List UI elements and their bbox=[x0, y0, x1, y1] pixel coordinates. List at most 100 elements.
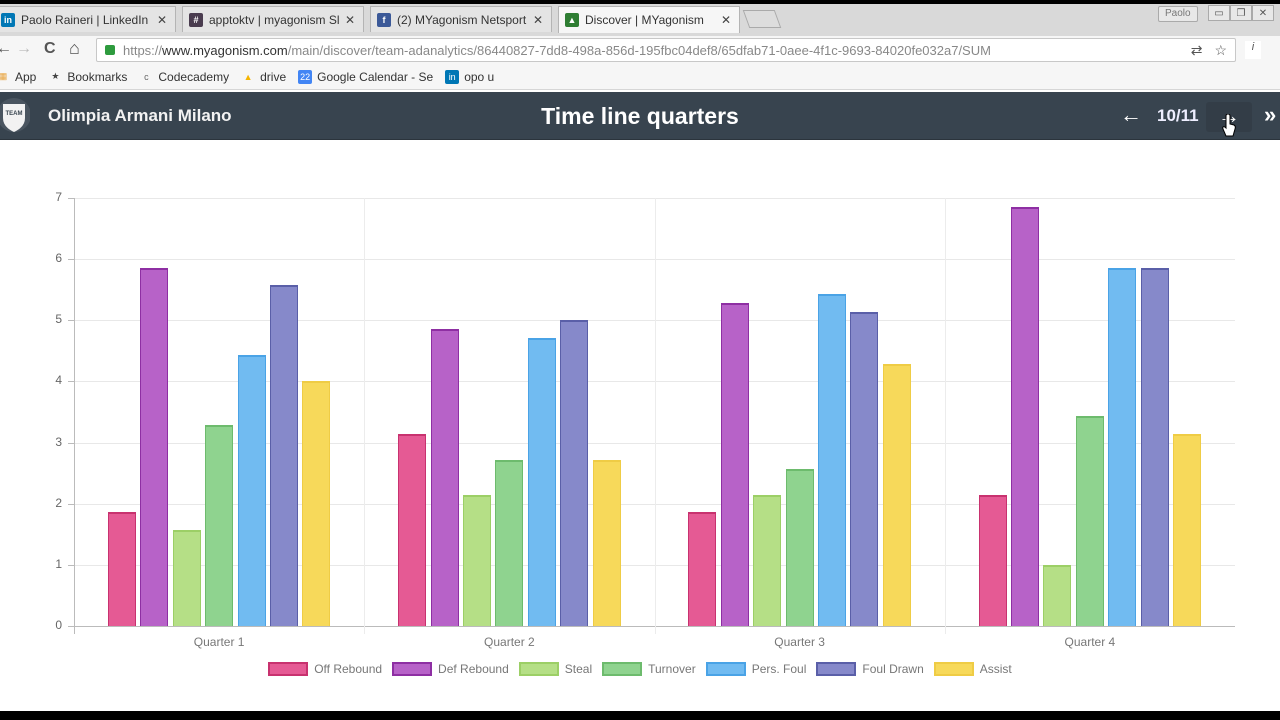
tab-close-icon[interactable]: ✕ bbox=[156, 12, 167, 27]
browser-tab[interactable]: in Paolo Raineri | LinkedIn ✕ bbox=[0, 6, 176, 32]
codecademy-icon: c bbox=[144, 71, 149, 82]
bookmark-item[interactable]: ★ Bookmarks bbox=[48, 70, 127, 84]
legend-item[interactable]: Def Rebound bbox=[392, 662, 509, 676]
bar-steal-q4[interactable] bbox=[1043, 564, 1072, 626]
bar-turnover-q2[interactable] bbox=[495, 460, 524, 626]
facebook-icon: f bbox=[377, 12, 391, 27]
profile-button[interactable]: Paolo bbox=[1158, 6, 1198, 22]
tab-close-icon[interactable]: ✕ bbox=[344, 12, 355, 27]
drive-icon: ▲ bbox=[243, 71, 253, 82]
y-tick-mark bbox=[68, 503, 74, 505]
calendar-icon: 22 bbox=[298, 69, 313, 84]
chart-legend: Off Rebound Def Rebound Steal Turnover Pers.… bbox=[0, 662, 1280, 676]
bookmark-label: Codecademy bbox=[158, 69, 230, 84]
extension-button[interactable]: i bbox=[1245, 41, 1261, 59]
bookmark-star-icon[interactable]: ☆ bbox=[1214, 42, 1227, 58]
legend-item[interactable]: Pers. Foul bbox=[705, 662, 806, 676]
bar-turnover-q3[interactable] bbox=[785, 468, 814, 626]
bar-assist-q2[interactable] bbox=[592, 460, 621, 626]
y-tick-label: 2 bbox=[55, 495, 62, 510]
window-controls: ▭ ❐ ✕ bbox=[1208, 5, 1274, 21]
bookmark-label: App bbox=[15, 69, 37, 84]
y-tick-label: 1 bbox=[55, 556, 62, 571]
last-page-button[interactable]: » bbox=[1264, 102, 1277, 127]
browser-tab[interactable]: f (2) MYagonism Netsport ✕ bbox=[370, 6, 552, 32]
vertical-gridline bbox=[364, 198, 366, 634]
legend-item[interactable]: Foul Drawn bbox=[816, 662, 924, 676]
lock-icon bbox=[105, 45, 115, 55]
browser-tab[interactable]: ▲ Discover | MYagonism ✕ bbox=[558, 6, 740, 33]
bar-pers-foul-q2[interactable] bbox=[527, 338, 556, 626]
bar-turnover-q1[interactable] bbox=[205, 424, 234, 626]
bar-def-rebound-q4[interactable] bbox=[1011, 206, 1040, 626]
legend-item[interactable]: Steal bbox=[518, 662, 592, 676]
linkedin-icon: in bbox=[445, 69, 460, 84]
back-button[interactable]: ← bbox=[0, 40, 12, 57]
browser-titlebar: in Paolo Raineri | LinkedIn ✕ # apptoktv | m… bbox=[0, 0, 1280, 36]
y-tick-mark bbox=[68, 442, 74, 444]
x-category-label: Quarter 3 bbox=[774, 635, 825, 649]
bar-off-rebound-q2[interactable] bbox=[398, 434, 427, 626]
bookmark-item[interactable]: ▦ App bbox=[0, 70, 36, 84]
bar-off-rebound-q4[interactable] bbox=[978, 495, 1007, 626]
bar-turnover-q4[interactable] bbox=[1075, 416, 1104, 626]
new-tab-button[interactable] bbox=[742, 10, 782, 28]
translate-icon[interactable]: ⇄ bbox=[1190, 42, 1203, 58]
y-tick-label: 3 bbox=[55, 434, 62, 449]
y-tick-label: 0 bbox=[55, 618, 62, 632]
page-counter: 10/11 bbox=[1157, 106, 1199, 125]
restore-button[interactable]: ❐ bbox=[1230, 5, 1252, 21]
bar-foul-drawn-q2[interactable] bbox=[560, 320, 589, 626]
legend-swatch bbox=[268, 662, 309, 676]
legend-item[interactable]: Turnover bbox=[602, 662, 696, 676]
bar-assist-q3[interactable] bbox=[882, 363, 911, 626]
bar-assist-q4[interactable] bbox=[1173, 434, 1202, 626]
bookmark-item[interactable]: in opo u bbox=[445, 69, 494, 84]
close-window-button[interactable]: ✕ bbox=[1252, 5, 1274, 21]
legend-swatch bbox=[392, 662, 433, 676]
address-bar[interactable]: https://www.myagonism.com/main/discover/… bbox=[96, 38, 1236, 62]
bookmark-item[interactable]: ▲ drive bbox=[241, 70, 286, 84]
y-tick-mark bbox=[68, 381, 74, 383]
bar-assist-q1[interactable] bbox=[302, 381, 331, 626]
url-host: www.myagonism.com bbox=[162, 42, 288, 58]
legend-item[interactable]: Assist bbox=[933, 662, 1012, 676]
home-button[interactable]: ⌂ bbox=[69, 38, 80, 58]
y-tick-label: 4 bbox=[55, 373, 62, 388]
bar-off-rebound-q3[interactable] bbox=[688, 512, 717, 626]
slack-icon: # bbox=[189, 12, 203, 27]
bar-steal-q1[interactable] bbox=[172, 530, 201, 626]
bookmark-item[interactable]: c Codecademy bbox=[139, 70, 229, 84]
browser-tab[interactable]: # apptoktv | myagonism Sl ✕ bbox=[182, 6, 364, 32]
legend-item[interactable]: Off Rebound bbox=[268, 662, 382, 676]
tab-title: (2) MYagonism Netsport bbox=[397, 12, 527, 27]
bar-off-rebound-q1[interactable] bbox=[107, 512, 136, 626]
apps-grid-icon: ▦ bbox=[0, 71, 8, 81]
bar-foul-drawn-q1[interactable] bbox=[269, 285, 298, 626]
forward-button[interactable]: → bbox=[16, 40, 32, 57]
y-tick-label: 6 bbox=[55, 251, 62, 266]
tab-title: apptoktv | myagonism Sl bbox=[209, 12, 339, 27]
legend-swatch bbox=[602, 662, 643, 676]
bar-pers-foul-q3[interactable] bbox=[818, 293, 847, 626]
browser-toolbar: ← → C ⌂ https://www.myagonism.com/main/d… bbox=[0, 36, 1280, 64]
bar-steal-q3[interactable] bbox=[753, 495, 782, 626]
bar-foul-drawn-q4[interactable] bbox=[1140, 267, 1169, 626]
bar-foul-drawn-q3[interactable] bbox=[850, 311, 879, 626]
tab-close-icon[interactable]: ✕ bbox=[532, 12, 543, 27]
minimize-button[interactable]: ▭ bbox=[1208, 5, 1230, 21]
svg-text:TEAM: TEAM bbox=[6, 111, 23, 117]
previous-page-button[interactable]: ← bbox=[1120, 102, 1142, 127]
bar-def-rebound-q2[interactable] bbox=[430, 328, 459, 626]
bar-def-rebound-q1[interactable] bbox=[140, 267, 169, 626]
tab-close-icon[interactable]: ✕ bbox=[720, 13, 731, 27]
star-icon: ★ bbox=[51, 71, 60, 81]
bar-pers-foul-q4[interactable] bbox=[1108, 267, 1137, 626]
bookmark-item[interactable]: 22 Google Calendar - Se bbox=[298, 69, 433, 84]
bar-pers-foul-q1[interactable] bbox=[237, 355, 266, 626]
y-tick-mark bbox=[68, 259, 74, 261]
reload-button[interactable]: C bbox=[44, 40, 56, 57]
bar-steal-q2[interactable] bbox=[462, 495, 491, 626]
bar-def-rebound-q3[interactable] bbox=[720, 302, 749, 626]
team-shield-icon: TEAM bbox=[0, 98, 30, 132]
